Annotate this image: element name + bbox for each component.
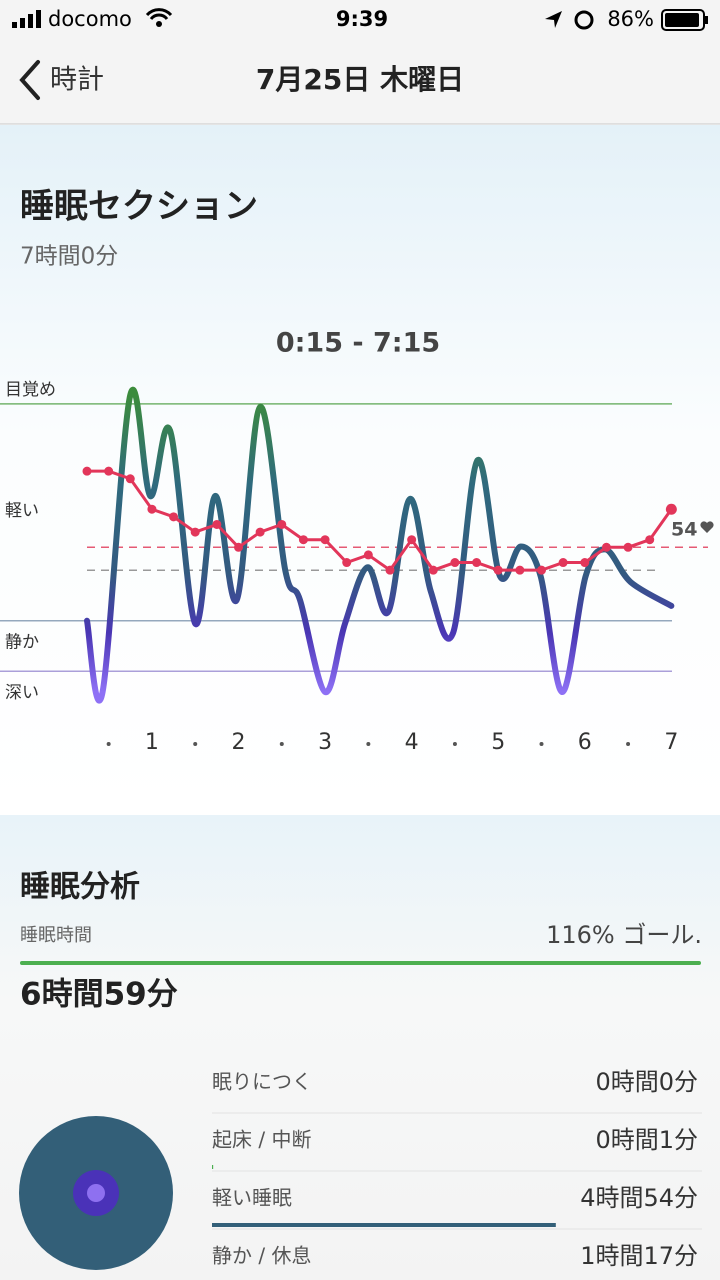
x-half-dot (539, 742, 544, 746)
heart-rate-point (385, 565, 395, 575)
carrier: docomo (48, 7, 132, 31)
x-tick-label: 6 (578, 730, 592, 755)
battery-frame (661, 9, 705, 31)
heart-rate-point (320, 535, 330, 545)
heart-rate-point (580, 558, 590, 568)
stage-name: 起床 / 中断 (212, 1128, 311, 1152)
heart-rate-point (212, 519, 222, 529)
section-duration: 7時間0分 (20, 244, 118, 270)
x-tick-label: 4 (405, 730, 419, 755)
wifi-icon (145, 8, 173, 21)
battery-percent: 86% (607, 7, 654, 31)
heart-rate-point (537, 565, 546, 575)
heart-rate-point (407, 535, 417, 545)
average-label: 54 (671, 519, 697, 541)
back-chevron[interactable] (19, 60, 40, 100)
heart-rate-point (645, 535, 655, 545)
heart-rate-point (342, 558, 352, 568)
x-half-dot (452, 742, 457, 746)
x-tick-label: 7 (664, 730, 678, 755)
heart-rate-point (472, 558, 482, 568)
battery-tip (705, 16, 708, 24)
heart-rate-point (147, 504, 157, 514)
alarm-icon (574, 10, 594, 30)
section-title: 睡眠セクション (20, 187, 258, 227)
stage-label: 目覚め (5, 380, 56, 400)
heart-rate-point (190, 527, 200, 537)
stage-duration: 1時間17分 (580, 1242, 698, 1270)
heart-rate-point (450, 558, 460, 568)
stage-label: 静か (5, 633, 39, 653)
heart-rate-point (601, 542, 611, 552)
heart-rate-point (277, 519, 287, 529)
goal-bar (20, 961, 701, 965)
heart-rate-point (515, 565, 525, 575)
battery-level (665, 13, 699, 27)
heart-rate-line (87, 469, 673, 573)
x-half-dot (193, 742, 198, 746)
x-tick-label: 5 (491, 730, 505, 755)
location-icon (545, 11, 562, 28)
signal (12, 10, 41, 28)
nav-title: 7月25日 木曜日 (256, 63, 464, 96)
stage-duration: 0時間0分 (595, 1068, 698, 1096)
x-half-dot (626, 742, 631, 746)
stage-bar (212, 1223, 556, 1227)
heart-rate-point (125, 474, 135, 484)
heart-rate-point (558, 558, 568, 568)
heart-rate-point (623, 542, 633, 552)
total-duration: 6時間59分 (20, 977, 178, 1013)
heart-rate-point (104, 466, 114, 476)
heart-rate-point (169, 512, 179, 522)
x-half-dot (106, 742, 111, 746)
heart-rate-point (255, 527, 265, 537)
analysis-title: 睡眠分析 (20, 870, 140, 905)
heart-rate-point (493, 565, 503, 575)
stage-name: 眠りにつく (212, 1070, 312, 1094)
x-tick-label: 2 (232, 730, 246, 755)
x-half-dot (366, 742, 371, 746)
heart-rate-point (363, 550, 373, 560)
stage-duration: 0時間1分 (595, 1126, 698, 1154)
heart-rate-point (665, 503, 677, 515)
clock: 9:39 (336, 7, 388, 31)
stage-bar (212, 1165, 214, 1169)
x-half-dot (279, 742, 284, 746)
stage-label: 深い (5, 683, 39, 703)
back-label[interactable]: 時計 (50, 65, 104, 96)
heart-rate-point (298, 535, 308, 545)
donut-center (87, 1184, 105, 1202)
heart-rate-point (428, 565, 438, 575)
stage-name: 静か / 休息 (212, 1244, 311, 1268)
wifi-dot (156, 21, 162, 27)
heart-rate-point (82, 466, 92, 476)
x-tick-label: 1 (145, 730, 159, 755)
stage-duration: 4時間54分 (580, 1184, 698, 1212)
analysis-label: 睡眠時間 (20, 925, 92, 946)
stage-label: 軽い (5, 501, 39, 521)
goal-text: 116% ゴール. (546, 921, 702, 949)
x-tick-label: 3 (318, 730, 332, 755)
chart-title: 0:15 - 7:15 (276, 328, 440, 359)
top-bar (0, 0, 720, 124)
back-button[interactable]: 時計 (19, 60, 104, 100)
heart-icon (700, 521, 714, 533)
sleep-stage-curve (84, 386, 675, 704)
stage-name: 軽い睡眠 (212, 1186, 292, 1210)
heart-rate-point (234, 542, 243, 552)
